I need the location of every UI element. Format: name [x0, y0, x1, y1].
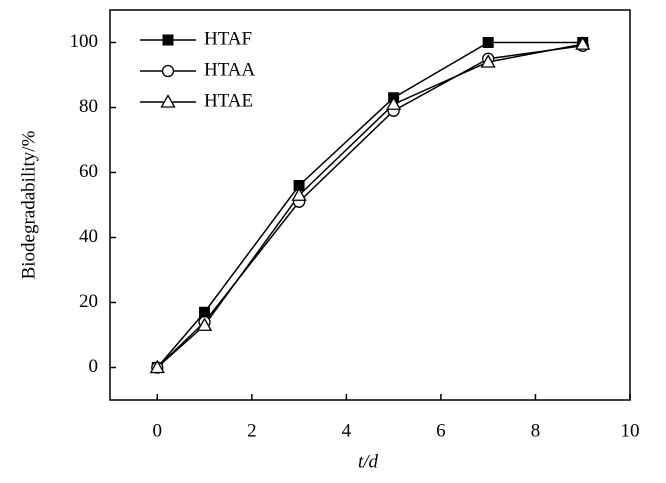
marker [291, 187, 307, 201]
marker [160, 94, 176, 108]
x-tick-label: 6 [436, 420, 446, 441]
y-tick-label: 0 [89, 356, 99, 377]
legend-label: HTAF [204, 28, 252, 49]
legend-label: HTAA [204, 59, 256, 80]
series-line [156, 43, 583, 369]
marker [480, 54, 496, 68]
marker [149, 359, 165, 374]
marker [482, 37, 494, 48]
marker [575, 36, 591, 50]
x-tick-label: 0 [153, 420, 163, 441]
marker [199, 306, 211, 318]
x-tick-label: 8 [531, 420, 541, 441]
marker [386, 96, 402, 110]
y-tick-label: 40 [79, 226, 98, 247]
y-tick-label: 20 [79, 291, 98, 312]
y-tick-label: 80 [79, 96, 98, 117]
x-tick-label: 10 [621, 420, 640, 441]
marker [162, 34, 174, 46]
marker [196, 317, 213, 331]
y-tick-label: 60 [79, 161, 98, 182]
marker [161, 64, 175, 78]
x-tick-label: 4 [342, 420, 352, 441]
x-axis-label: t/d [358, 451, 379, 472]
y-tick-label: 100 [70, 31, 99, 52]
series-line [156, 41, 583, 368]
y-axis-label: Biodegradability/% [18, 130, 39, 279]
series-line [156, 45, 583, 369]
plot-frame [109, 9, 631, 401]
legend-label: HTAE [204, 90, 253, 111]
x-tick-label: 2 [247, 420, 257, 441]
